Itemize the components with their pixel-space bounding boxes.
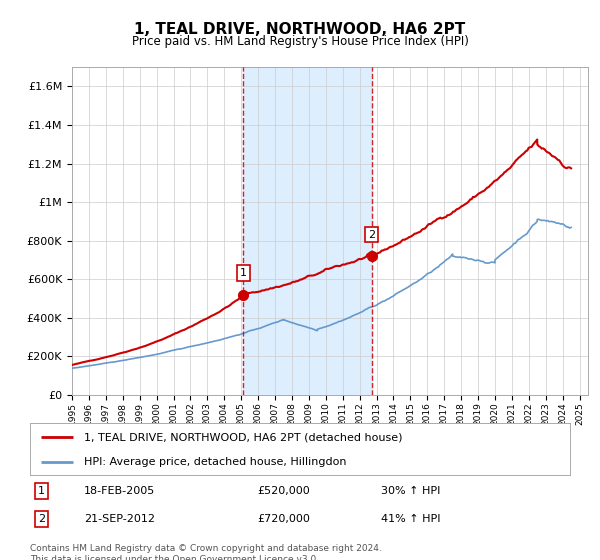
Text: 1: 1	[38, 486, 45, 496]
Text: £520,000: £520,000	[257, 486, 310, 496]
Text: 18-FEB-2005: 18-FEB-2005	[84, 486, 155, 496]
Text: 1: 1	[240, 268, 247, 278]
Text: 30% ↑ HPI: 30% ↑ HPI	[381, 486, 440, 496]
Bar	[243, 67, 372, 395]
Text: 1, TEAL DRIVE, NORTHWOOD, HA6 2PT (detached house): 1, TEAL DRIVE, NORTHWOOD, HA6 2PT (detac…	[84, 432, 403, 442]
Text: Price paid vs. HM Land Registry's House Price Index (HPI): Price paid vs. HM Land Registry's House …	[131, 35, 469, 48]
Text: £720,000: £720,000	[257, 514, 310, 524]
Text: 21-SEP-2012: 21-SEP-2012	[84, 514, 155, 524]
Text: 41% ↑ HPI: 41% ↑ HPI	[381, 514, 440, 524]
Text: HPI: Average price, detached house, Hillingdon: HPI: Average price, detached house, Hill…	[84, 457, 347, 467]
Text: 2: 2	[368, 230, 376, 240]
Text: 2: 2	[38, 514, 45, 524]
Text: Contains HM Land Registry data © Crown copyright and database right 2024.
This d: Contains HM Land Registry data © Crown c…	[30, 544, 382, 560]
Text: 1, TEAL DRIVE, NORTHWOOD, HA6 2PT: 1, TEAL DRIVE, NORTHWOOD, HA6 2PT	[134, 22, 466, 38]
